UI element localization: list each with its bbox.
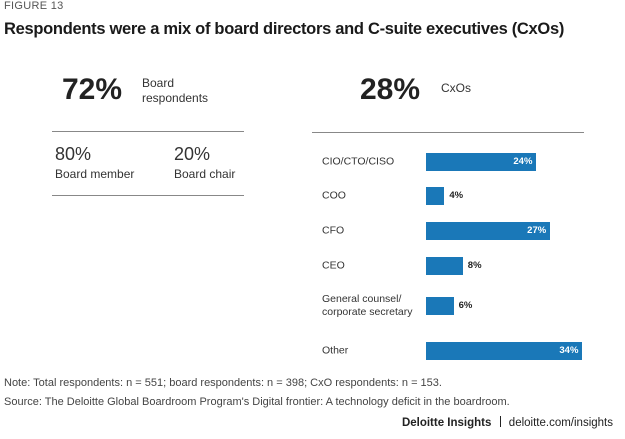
bar — [426, 222, 551, 240]
breakdown-share: 20% — [174, 144, 211, 164]
bar — [426, 297, 454, 315]
value-label: 6% — [458, 300, 473, 311]
title: Respondents were a mix of board director… — [4, 20, 565, 38]
breakdown-share: 80% — [55, 144, 92, 164]
url: deloitte.com/insights — [508, 417, 613, 429]
category-label: General counsel/ corporate secretary — [322, 293, 413, 318]
divider — [52, 195, 244, 196]
divider — [52, 131, 244, 132]
source: Source: The Deloitte Global Boardroom Pr… — [4, 396, 510, 408]
bar — [426, 187, 445, 205]
board-share: 72% — [62, 73, 123, 106]
category-label: CIO/CTO/CISO — [322, 155, 395, 168]
value-label: 4% — [449, 190, 464, 201]
category-label: COO — [322, 189, 346, 202]
bar — [426, 257, 463, 275]
board-label: Board respondents — [142, 76, 209, 105]
category-label: Other — [322, 344, 349, 357]
value-label: 24% — [513, 156, 533, 167]
note: Note: Total respondents: n = 551; board … — [4, 377, 442, 389]
value-label: 34% — [559, 345, 579, 356]
category-label: CFO — [322, 224, 345, 237]
brand: Deloitte Insights — [401, 417, 492, 429]
bar — [426, 153, 537, 171]
breakdown-label: Board chair — [174, 167, 236, 181]
divider — [312, 132, 584, 133]
figure-label: FIGURE 13 — [4, 0, 64, 12]
cxo-share: 28% — [360, 73, 421, 106]
footer: Deloitte Insights deloitte.com/insights — [402, 416, 613, 429]
category-label: CEO — [322, 259, 345, 272]
cxo-label: CxOs — [441, 81, 471, 95]
breakdown-label: Board member — [55, 167, 135, 181]
bar — [426, 342, 583, 360]
value-label: 8% — [467, 260, 482, 271]
value-label: 27% — [527, 225, 547, 236]
separator — [499, 416, 501, 427]
